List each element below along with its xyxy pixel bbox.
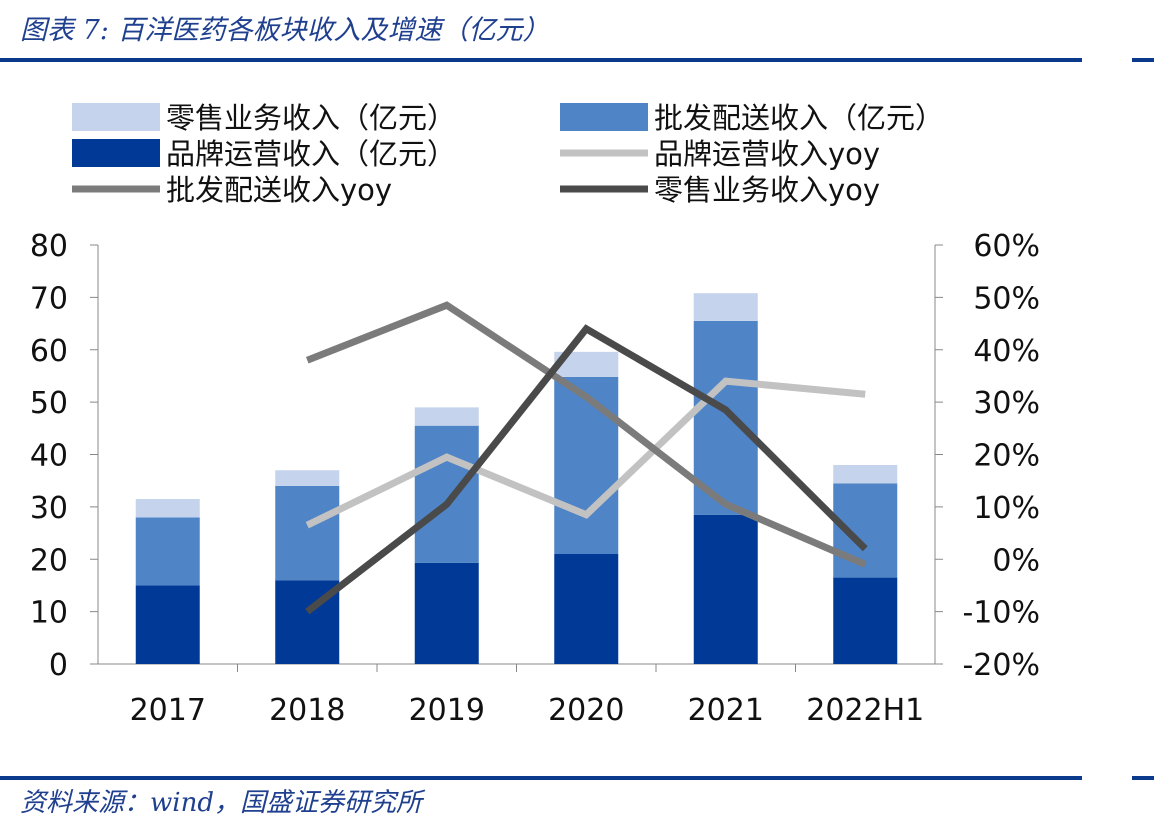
y-tick-label: 30 (30, 491, 68, 526)
footer-rule (0, 776, 1082, 780)
y-tick-label: 10 (30, 596, 68, 631)
bar-retail (414, 407, 479, 426)
y2-tick-label: -10% (962, 596, 1040, 631)
y2-tick-label: 10% (973, 491, 1040, 526)
bar-wholesale (693, 320, 758, 515)
axes (90, 244, 943, 672)
y-tick-label: 80 (30, 229, 68, 264)
x-tick-label: 2019 (409, 693, 485, 728)
bar-brand (833, 577, 898, 664)
legend-swatch-wholesale (560, 103, 648, 131)
x-tick-label: 2020 (548, 693, 624, 728)
y-tick-label: 20 (30, 543, 68, 578)
y2-tick-label: 40% (973, 334, 1040, 369)
x-tick-label: 2018 (269, 693, 345, 728)
legend-swatch-retail (72, 103, 160, 131)
y2-tick-label: 60% (973, 229, 1040, 264)
y2-tick-label: 20% (973, 439, 1040, 474)
line-wholesale_yoy (305, 301, 867, 568)
y2-tick-label: 0% (992, 543, 1040, 578)
legend-label-wholesale_yoy: 批发配送收入yoy (166, 173, 392, 207)
bar-brand (135, 585, 200, 664)
line-retail_yoy (305, 324, 868, 615)
legend-label-retail: 零售业务收入（亿元） (166, 101, 456, 135)
y-tick-label: 70 (30, 281, 68, 316)
bar-wholesale (275, 485, 340, 581)
legend: 零售业务收入（亿元） 批发配送收入（亿元） 品牌运营收入（亿元） 品牌运营收入yoy 批… (72, 101, 944, 207)
bar-retail (135, 499, 200, 518)
tick-labels: 0 10 20 30 40 50 60 70 80 -20% -10% 0% 10% 20% 30% 40% 5… (30, 229, 1040, 728)
legend-label-brand_yoy: 品牌运营收入yoy (654, 137, 880, 171)
x-tick-label: 2021 (688, 693, 764, 728)
bar-brand (414, 562, 479, 664)
y2-tick-label: -20% (962, 648, 1040, 683)
footer-rule-stub (1132, 776, 1154, 780)
source-note: 资料来源：wind，国盛证券研究所 (20, 788, 422, 818)
bar-retail (833, 464, 898, 484)
bar-brand (554, 554, 619, 664)
header-rule-stub (1132, 58, 1154, 62)
x-tick-label: 2022H1 (806, 693, 924, 728)
legend-label-wholesale: 批发配送收入（亿元） (654, 101, 944, 135)
y-tick-label: 0 (49, 648, 68, 683)
bar-retail (275, 470, 340, 486)
y2-tick-label: 30% (973, 386, 1040, 421)
y-tick-label: 40 (30, 439, 68, 474)
page-title: 图表 7: 百洋医药各板块收入及增速（亿元） (20, 15, 550, 46)
x-tick-label: 2017 (130, 693, 206, 728)
line-brand_yoy (305, 377, 866, 529)
bar-retail (693, 293, 758, 321)
bar-wholesale (554, 376, 619, 555)
legend-label-retail_yoy: 零售业务收入yoy (654, 173, 880, 207)
bar-brand (693, 514, 758, 664)
y2-tick-label: 50% (973, 281, 1040, 316)
bar-series (135, 293, 898, 664)
header-rule (0, 58, 1082, 62)
bar-wholesale (135, 517, 200, 586)
line-series (305, 301, 868, 615)
y-tick-label: 50 (30, 386, 68, 421)
legend-swatch-brand (72, 139, 160, 167)
legend-label-brand: 品牌运营收入（亿元） (166, 137, 456, 171)
bar-wholesale (414, 425, 479, 563)
y-tick-label: 60 (30, 334, 68, 369)
